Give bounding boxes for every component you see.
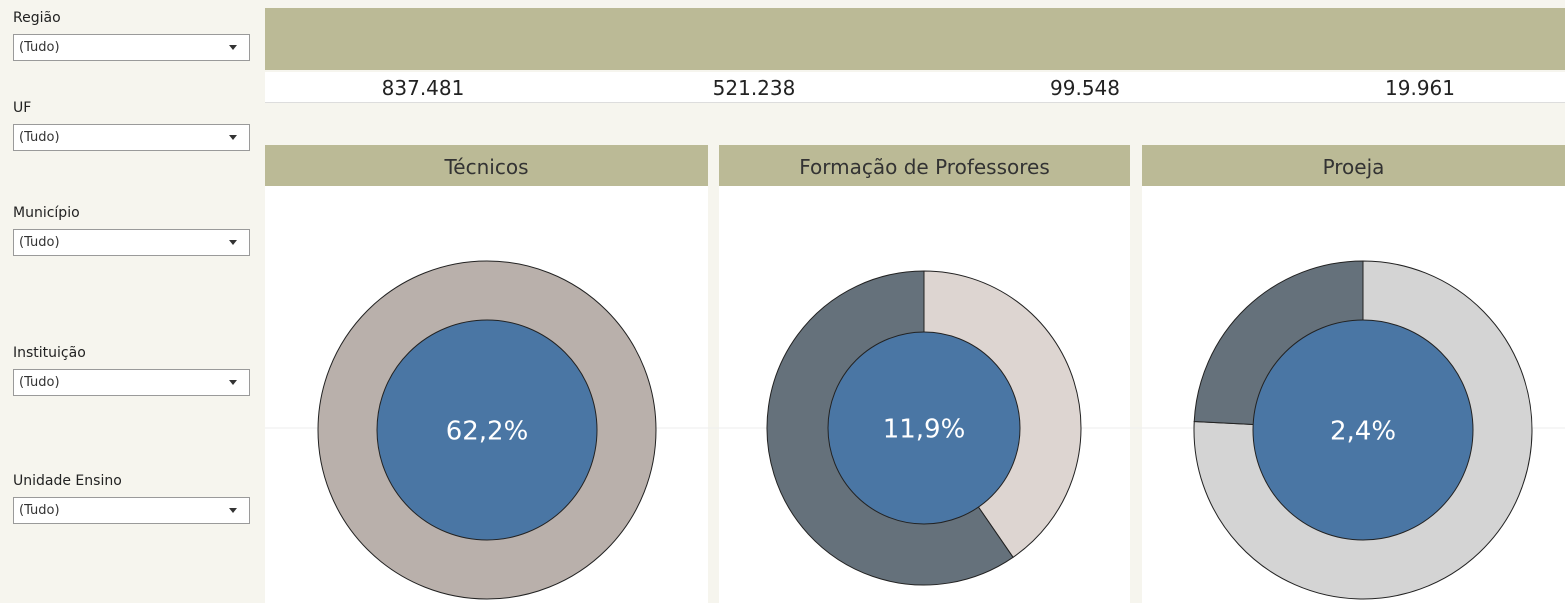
total-value: 99.548 (1050, 76, 1120, 100)
donut-center (376, 319, 598, 541)
totals-row: 837.481 521.238 99.548 19.961 (265, 72, 1565, 103)
filter-dropdown[interactable]: (Tudo) (13, 34, 250, 61)
center-label: 2,4% (1330, 417, 1396, 447)
filter-value: (Tudo) (19, 375, 60, 390)
filter-label: Região (13, 10, 61, 26)
header-band (265, 8, 1565, 70)
donut-segment (1193, 260, 1533, 600)
total-value: 837.481 (381, 76, 465, 100)
filter-value: (Tudo) (19, 503, 60, 518)
center-label: 11,9% (883, 415, 966, 445)
total-value: 19.961 (1385, 76, 1455, 100)
dropdown-arrow (229, 508, 237, 513)
filter-value: (Tudo) (19, 235, 60, 250)
filter-label: UF (13, 100, 32, 116)
donut-center (827, 331, 1021, 525)
panel-title: Proeja (1142, 145, 1565, 186)
donut-center (1252, 319, 1474, 541)
dropdown-arrow (229, 380, 237, 385)
dropdown-arrow (229, 45, 237, 50)
total-value: 521.238 (712, 76, 796, 100)
filter-dropdown[interactable]: (Tudo) (13, 497, 250, 524)
dropdown-arrow (229, 240, 237, 245)
filter-label: Instituição (13, 345, 86, 361)
filter-dropdown[interactable]: (Tudo) (13, 369, 250, 396)
filter-dropdown[interactable]: (Tudo) (13, 124, 250, 151)
panel-title: Formação de Professores (719, 145, 1130, 186)
center-label: 62,2% (446, 417, 529, 447)
panel-title: Técnicos (265, 145, 708, 186)
filter-label: Município (13, 205, 80, 221)
filter-value: (Tudo) (19, 40, 60, 55)
filter-label: Unidade Ensino (13, 473, 122, 489)
filter-value: (Tudo) (19, 130, 60, 145)
dropdown-arrow (229, 135, 237, 140)
filter-dropdown[interactable]: (Tudo) (13, 229, 250, 256)
